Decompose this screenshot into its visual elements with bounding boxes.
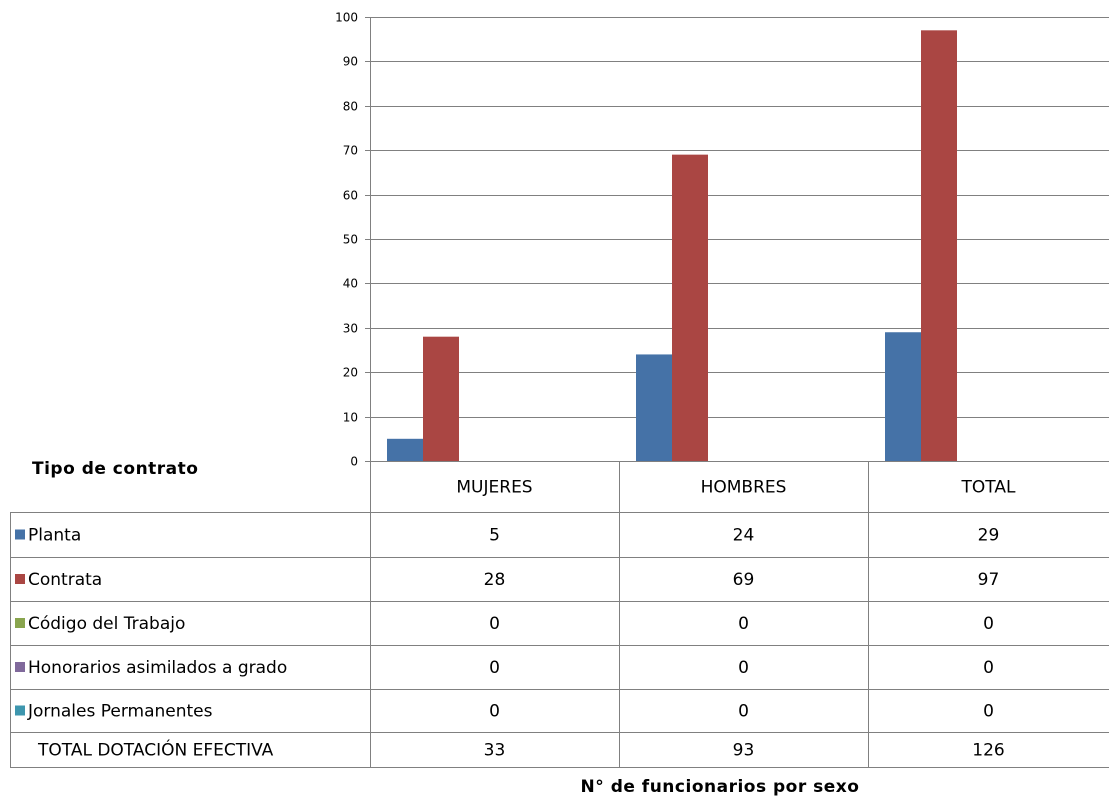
table-cell-value: 0 <box>489 658 500 678</box>
y-tick-label: 70 <box>343 144 358 158</box>
total-row-label: TOTAL DOTACIÓN EFECTIVA <box>37 739 274 761</box>
table-cell-value: 28 <box>484 570 506 590</box>
x-category-label: HOMBRES <box>701 478 787 498</box>
table-cell-value: 97 <box>978 570 1000 590</box>
bar-planta-mujeres <box>387 438 423 461</box>
bars-layer <box>387 30 957 461</box>
legend-label: Jornales Permanentes <box>27 702 213 722</box>
total-row-value: 33 <box>484 741 506 761</box>
y-tick-label: 100 <box>335 11 358 25</box>
legend-swatch <box>15 574 25 584</box>
table-cell-value: 0 <box>738 614 749 634</box>
bar-contrata-hombres <box>672 154 708 461</box>
legend-swatch <box>15 662 25 672</box>
table-cell-value: 5 <box>489 526 500 546</box>
table-cell-value: 0 <box>983 702 994 722</box>
x-category-label: TOTAL <box>961 478 1016 498</box>
table-cell-value: 0 <box>738 658 749 678</box>
total-row-value: 93 <box>733 741 755 761</box>
table-cell-value: 0 <box>738 702 749 722</box>
bar-planta-total <box>885 332 921 461</box>
y-tick-label: 10 <box>343 411 358 425</box>
legend-swatch <box>15 529 25 540</box>
y-tick-label: 80 <box>343 100 358 114</box>
legend-swatch <box>15 705 25 716</box>
x-category-label: MUJERES <box>456 478 532 498</box>
grid-layer <box>365 17 1109 462</box>
y-tick-label: 50 <box>343 233 358 247</box>
legend-label: Planta <box>28 526 81 546</box>
total-row-value: 126 <box>972 741 1004 761</box>
table-cell-value: 0 <box>489 614 500 634</box>
y-tick-label: 60 <box>343 189 358 203</box>
legend-label: Código del Trabajo <box>28 614 185 634</box>
legend-swatch <box>15 618 25 628</box>
table-cell-value: 0 <box>489 702 500 722</box>
table-cell-value: 0 <box>983 614 994 634</box>
x-axis-title: N° de funcionarios por sexo <box>581 777 860 797</box>
y-tick-label: 0 <box>350 455 358 469</box>
data-table: MUJERES HOMBRES TOTAL Planta 5 24 29 Contrata 28… <box>10 461 1109 768</box>
table-cell-value: 69 <box>733 570 755 590</box>
table-cell-value: 29 <box>978 526 1000 546</box>
legend-label: Honorarios asimilados a grado <box>28 658 287 678</box>
bar-contrata-mujeres <box>423 336 459 461</box>
bar-contrata-total <box>921 30 957 461</box>
axis-layer: 0 10 20 30 40 50 60 70 80 90 100 <box>335 11 371 469</box>
legend-label: Contrata <box>28 570 102 590</box>
y-tick-label: 20 <box>343 366 358 380</box>
table-header-title: Tipo de contrato <box>32 459 198 479</box>
y-tick-label: 90 <box>343 55 358 69</box>
y-tick-label: 30 <box>343 322 358 336</box>
bar-planta-hombres <box>636 354 672 461</box>
table-cell-value: 24 <box>733 526 755 546</box>
y-tick-label: 40 <box>343 277 358 291</box>
table-cell-value: 0 <box>983 658 994 678</box>
